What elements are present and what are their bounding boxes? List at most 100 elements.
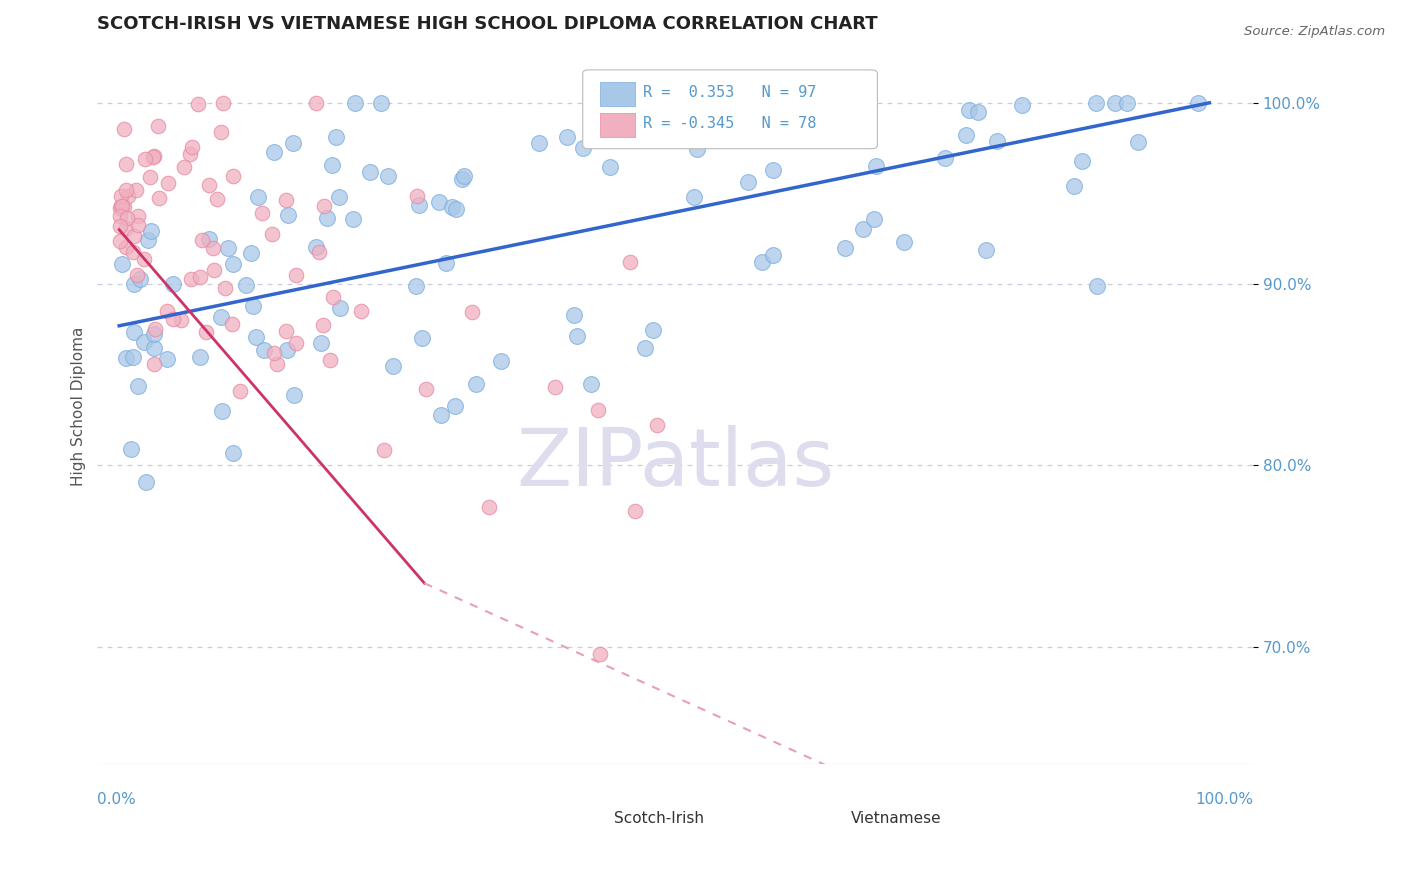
Point bbox=[429, 194, 451, 209]
Point bbox=[1187, 95, 1209, 110]
Point bbox=[114, 351, 136, 366]
Point bbox=[198, 232, 221, 246]
Point bbox=[1115, 95, 1137, 110]
Point bbox=[132, 334, 155, 349]
Point bbox=[202, 241, 225, 255]
Point bbox=[579, 377, 602, 392]
Point bbox=[156, 304, 179, 318]
Point bbox=[188, 269, 211, 284]
Point bbox=[247, 190, 270, 204]
Point bbox=[321, 158, 343, 172]
Point bbox=[619, 255, 641, 269]
Point bbox=[207, 192, 229, 206]
Point bbox=[686, 143, 709, 157]
Point bbox=[735, 130, 758, 145]
Point bbox=[135, 475, 157, 489]
Point bbox=[110, 199, 132, 213]
Point bbox=[308, 245, 330, 260]
Point bbox=[312, 318, 335, 333]
Point bbox=[478, 500, 501, 514]
Point bbox=[315, 211, 337, 225]
Point bbox=[599, 160, 621, 174]
Point bbox=[572, 141, 595, 155]
Point bbox=[222, 257, 245, 271]
Point bbox=[451, 172, 474, 186]
Point bbox=[148, 191, 170, 205]
Point bbox=[114, 220, 136, 235]
Point bbox=[544, 380, 567, 394]
Point bbox=[411, 331, 433, 345]
Point bbox=[173, 160, 195, 174]
Text: 100.0%: 100.0% bbox=[1195, 792, 1253, 807]
Point bbox=[974, 244, 997, 258]
Point bbox=[242, 299, 264, 313]
Point bbox=[136, 233, 159, 247]
Point bbox=[117, 189, 139, 203]
Point bbox=[127, 218, 149, 232]
Point bbox=[228, 384, 250, 399]
Point bbox=[751, 255, 773, 269]
Point bbox=[641, 322, 664, 336]
Point bbox=[342, 211, 364, 226]
Point bbox=[191, 233, 214, 247]
Point bbox=[284, 268, 307, 282]
Point bbox=[132, 252, 155, 267]
Point bbox=[1085, 279, 1108, 293]
Point bbox=[305, 239, 328, 253]
Point bbox=[527, 136, 550, 151]
Point bbox=[276, 343, 298, 358]
Point bbox=[252, 206, 274, 220]
Point bbox=[683, 189, 706, 203]
Point bbox=[263, 145, 285, 159]
Point bbox=[211, 95, 233, 110]
Point bbox=[239, 246, 262, 260]
FancyBboxPatch shape bbox=[582, 70, 877, 149]
Point bbox=[373, 442, 395, 457]
Point bbox=[862, 212, 884, 227]
Point bbox=[343, 95, 366, 110]
Point bbox=[865, 159, 887, 173]
Point bbox=[967, 105, 990, 120]
Point bbox=[415, 382, 437, 396]
Point bbox=[834, 241, 856, 255]
Point bbox=[377, 169, 399, 183]
Point bbox=[209, 310, 232, 324]
FancyBboxPatch shape bbox=[571, 807, 606, 829]
Point bbox=[112, 200, 135, 214]
Point bbox=[110, 219, 132, 234]
Point bbox=[1011, 97, 1033, 112]
Point bbox=[266, 357, 288, 371]
Point bbox=[235, 277, 257, 292]
Y-axis label: High School Diploma: High School Diploma bbox=[72, 326, 86, 486]
Point bbox=[120, 442, 142, 456]
Point bbox=[122, 325, 145, 339]
Point bbox=[162, 312, 184, 326]
Point bbox=[831, 112, 853, 127]
Point bbox=[737, 175, 759, 189]
Point bbox=[281, 136, 304, 150]
Point bbox=[634, 341, 657, 355]
Point bbox=[359, 164, 381, 178]
Point bbox=[179, 147, 201, 161]
Point bbox=[285, 335, 308, 350]
Point bbox=[110, 189, 132, 203]
Point bbox=[110, 209, 132, 223]
Point bbox=[453, 169, 475, 183]
Point bbox=[122, 351, 145, 365]
Point bbox=[156, 351, 179, 366]
Point bbox=[111, 257, 134, 271]
Point bbox=[156, 177, 179, 191]
Point bbox=[446, 202, 468, 217]
Point bbox=[245, 330, 267, 344]
Point bbox=[1128, 135, 1150, 149]
Point bbox=[1063, 179, 1085, 194]
Point bbox=[162, 277, 184, 291]
Point bbox=[114, 157, 136, 171]
Point bbox=[202, 262, 225, 277]
Point bbox=[211, 125, 233, 139]
Point bbox=[465, 376, 488, 391]
Point bbox=[143, 357, 166, 371]
Point bbox=[195, 326, 218, 340]
Point bbox=[762, 163, 785, 178]
Point bbox=[370, 95, 392, 110]
